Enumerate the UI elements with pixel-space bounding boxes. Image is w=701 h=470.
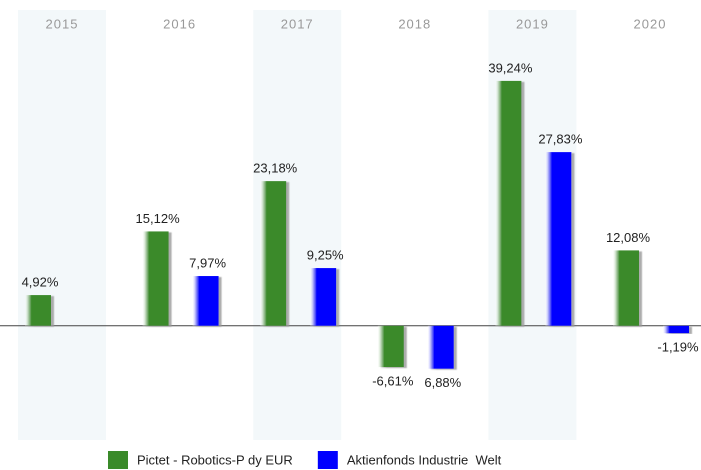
bar	[495, 80, 522, 326]
data-label: 23,18%	[253, 161, 298, 176]
bar	[545, 152, 572, 326]
data-label: 9,25%	[307, 247, 344, 262]
x-tick-label: 2017	[281, 16, 314, 31]
data-label: 6,88%	[424, 375, 461, 390]
data-label: 4,92%	[22, 275, 59, 290]
x-tick-label: 2020	[634, 16, 667, 31]
data-label: 7,97%	[189, 255, 226, 270]
legend-swatch	[317, 451, 338, 469]
bar	[427, 325, 454, 369]
bar	[377, 325, 404, 368]
bar	[613, 250, 639, 326]
bar	[192, 276, 219, 326]
legend-label: Aktienfonds Industrie Welt	[347, 452, 502, 467]
bar	[260, 181, 287, 326]
data-label: 12,08%	[606, 230, 651, 245]
data-label: 27,83%	[538, 132, 583, 147]
legend-label: Pictet - Robotics-P dy EUR	[137, 452, 293, 467]
legend-swatch	[108, 451, 128, 469]
x-tick-label: 2018	[398, 16, 431, 31]
column-band	[18, 10, 106, 440]
x-tick-label: 2015	[46, 16, 79, 31]
data-label: -1,19%	[657, 340, 699, 355]
bar	[25, 295, 51, 326]
data-label: -6,61%	[372, 373, 414, 388]
bar	[310, 268, 337, 326]
x-tick-label: 2019	[516, 16, 549, 31]
bar	[663, 325, 689, 334]
bar	[142, 231, 169, 326]
x-tick-label: 2016	[163, 16, 196, 31]
data-label: 15,12%	[136, 211, 181, 226]
data-label: 39,24%	[488, 60, 533, 75]
